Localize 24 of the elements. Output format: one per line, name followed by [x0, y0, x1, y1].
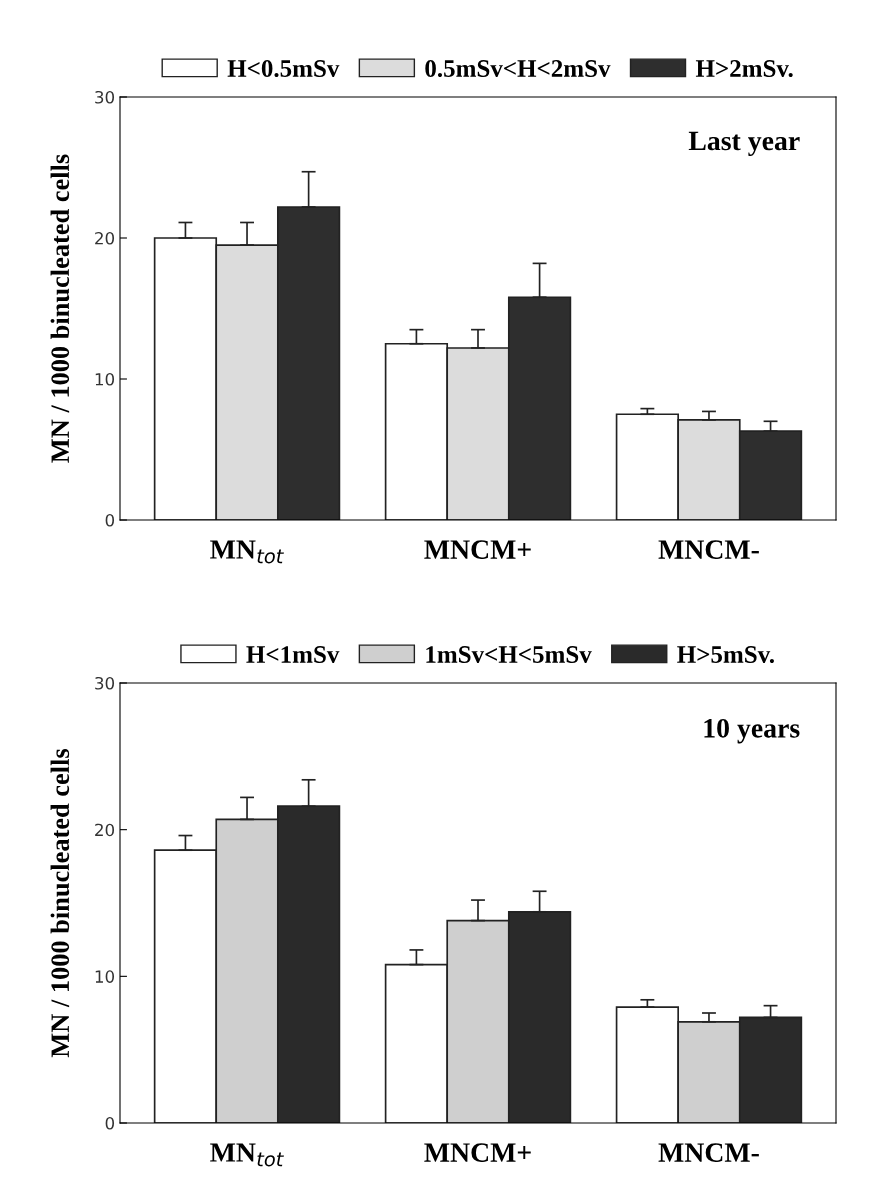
y-axis-title: MN / 1000 binucleated cells: [50, 154, 70, 463]
x-tick-label: MN$_{tot}$: [210, 1143, 284, 1167]
text: 10 years: [704, 718, 800, 744]
y-tick-label: 30: [95, 90, 115, 104]
legend-label: H>5mSv.: [677, 646, 774, 664]
y-tick-label: 30: [95, 676, 115, 690]
legend-label: 1mSv<H<5mSv: [426, 646, 592, 663]
legend-label: H<0.5mSv: [227, 60, 340, 78]
legend-label: H<1mSv: [246, 646, 340, 663]
y-tick-label: 20: [95, 823, 115, 837]
y-tick-label: 0: [105, 513, 115, 527]
legend-label: H>2mSv.: [695, 60, 793, 78]
legend-label: 0.5mSv<H<2mSv: [425, 60, 611, 78]
x-tick-label: MNCM-: [658, 1143, 759, 1162]
x-tick-label: MNCM+: [424, 540, 531, 559]
x-tick-label: MN$_{tot}$: [210, 540, 284, 564]
y-tick-label: 20: [95, 231, 115, 245]
x-tick-label: MNCM+: [424, 1143, 531, 1162]
x-tick-label: MNCM-: [658, 540, 759, 559]
text: Last year: [688, 131, 800, 157]
y-tick-label: 0: [105, 1116, 115, 1130]
y-axis-title: MN / 1000 binucleated cells: [50, 748, 70, 1058]
y-tick-label: 10: [95, 372, 115, 386]
y-tick-label: 10: [95, 970, 115, 983]
